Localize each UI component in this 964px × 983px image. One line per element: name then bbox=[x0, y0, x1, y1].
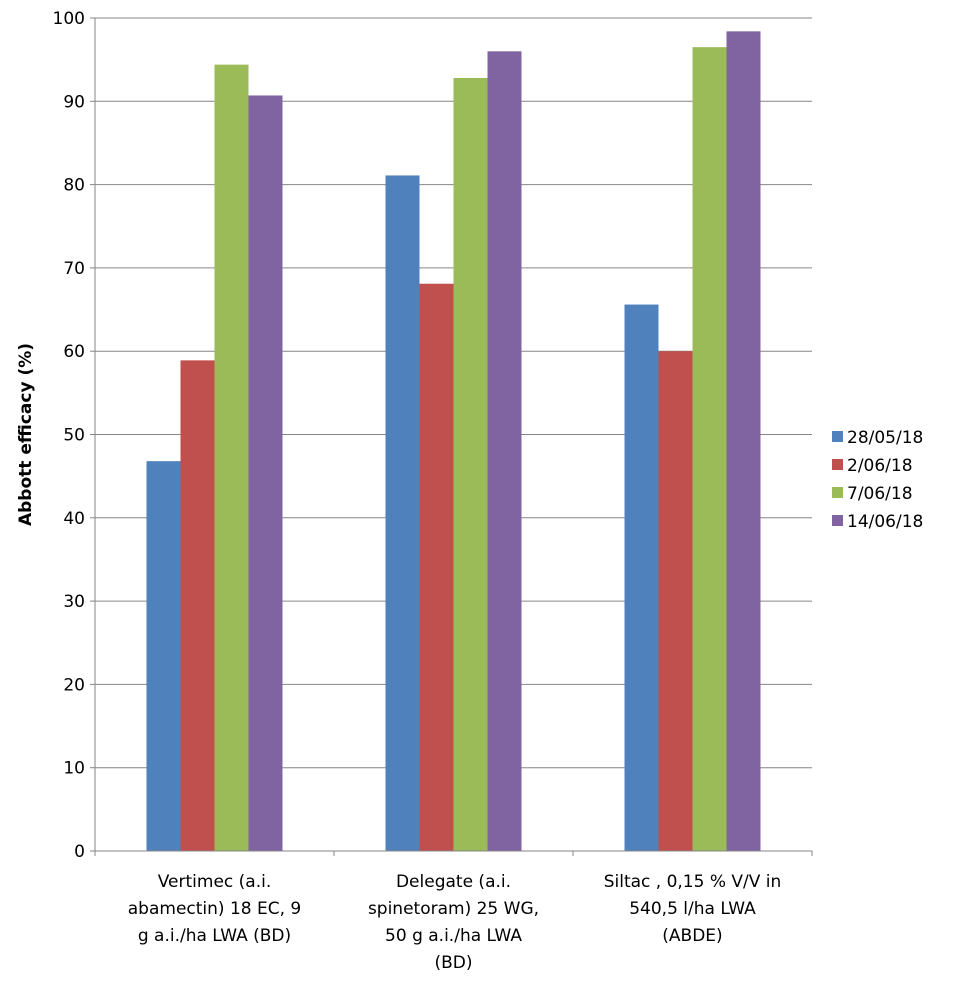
bar bbox=[487, 51, 522, 851]
axes bbox=[94, 18, 813, 856]
y-tick-label: 40 bbox=[63, 509, 85, 529]
bar bbox=[624, 304, 659, 851]
x-category-label: Delegate (a.i. spinetoram) 25 WG, 50 g a.i… bbox=[368, 872, 539, 973]
y-axis-label: Abbott efficacy (%) bbox=[16, 343, 36, 526]
y-axis-ticks: 0 10 20 30 40 50 60 70 80 90 100 bbox=[53, 9, 95, 862]
legend-swatch bbox=[832, 459, 843, 470]
bar bbox=[385, 175, 420, 851]
y-tick-label: 30 bbox=[63, 592, 85, 612]
bar bbox=[419, 283, 454, 851]
y-tick-label: 0 bbox=[74, 842, 85, 862]
bar bbox=[726, 31, 761, 851]
bar bbox=[453, 77, 488, 851]
legend-label: 2/06/18 bbox=[847, 456, 913, 476]
bar bbox=[146, 461, 181, 851]
legend: 28/05/18 2/06/18 7/06/18 14/06/18 bbox=[832, 428, 923, 532]
y-tick-label: 70 bbox=[63, 259, 85, 279]
bar bbox=[692, 47, 727, 851]
legend-label: 28/05/18 bbox=[847, 428, 923, 448]
y-tick-label: 20 bbox=[63, 675, 85, 695]
bars bbox=[146, 31, 761, 852]
bar bbox=[180, 360, 215, 851]
x-category-label: Siltac , 0,15 % V/V in 540,5 l/ha LWA (ABD… bbox=[604, 872, 782, 946]
y-tick-label: 90 bbox=[63, 92, 85, 112]
legend-swatch bbox=[832, 431, 843, 442]
y-tick-label: 50 bbox=[63, 426, 85, 446]
bar bbox=[248, 95, 283, 852]
legend-label: 14/06/18 bbox=[847, 512, 923, 532]
y-tick-label: 60 bbox=[63, 342, 85, 362]
legend-swatch bbox=[832, 515, 843, 526]
legend-label: 7/06/18 bbox=[847, 484, 913, 504]
bar bbox=[658, 351, 693, 851]
y-tick-label: 80 bbox=[63, 176, 85, 196]
y-tick-label: 10 bbox=[63, 759, 85, 779]
y-tick-label: 100 bbox=[53, 9, 85, 29]
legend-swatch bbox=[832, 487, 843, 498]
bar bbox=[214, 64, 249, 851]
